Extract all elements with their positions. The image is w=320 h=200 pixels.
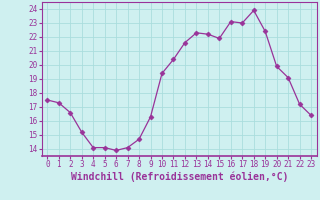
X-axis label: Windchill (Refroidissement éolien,°C): Windchill (Refroidissement éolien,°C) bbox=[70, 172, 288, 182]
